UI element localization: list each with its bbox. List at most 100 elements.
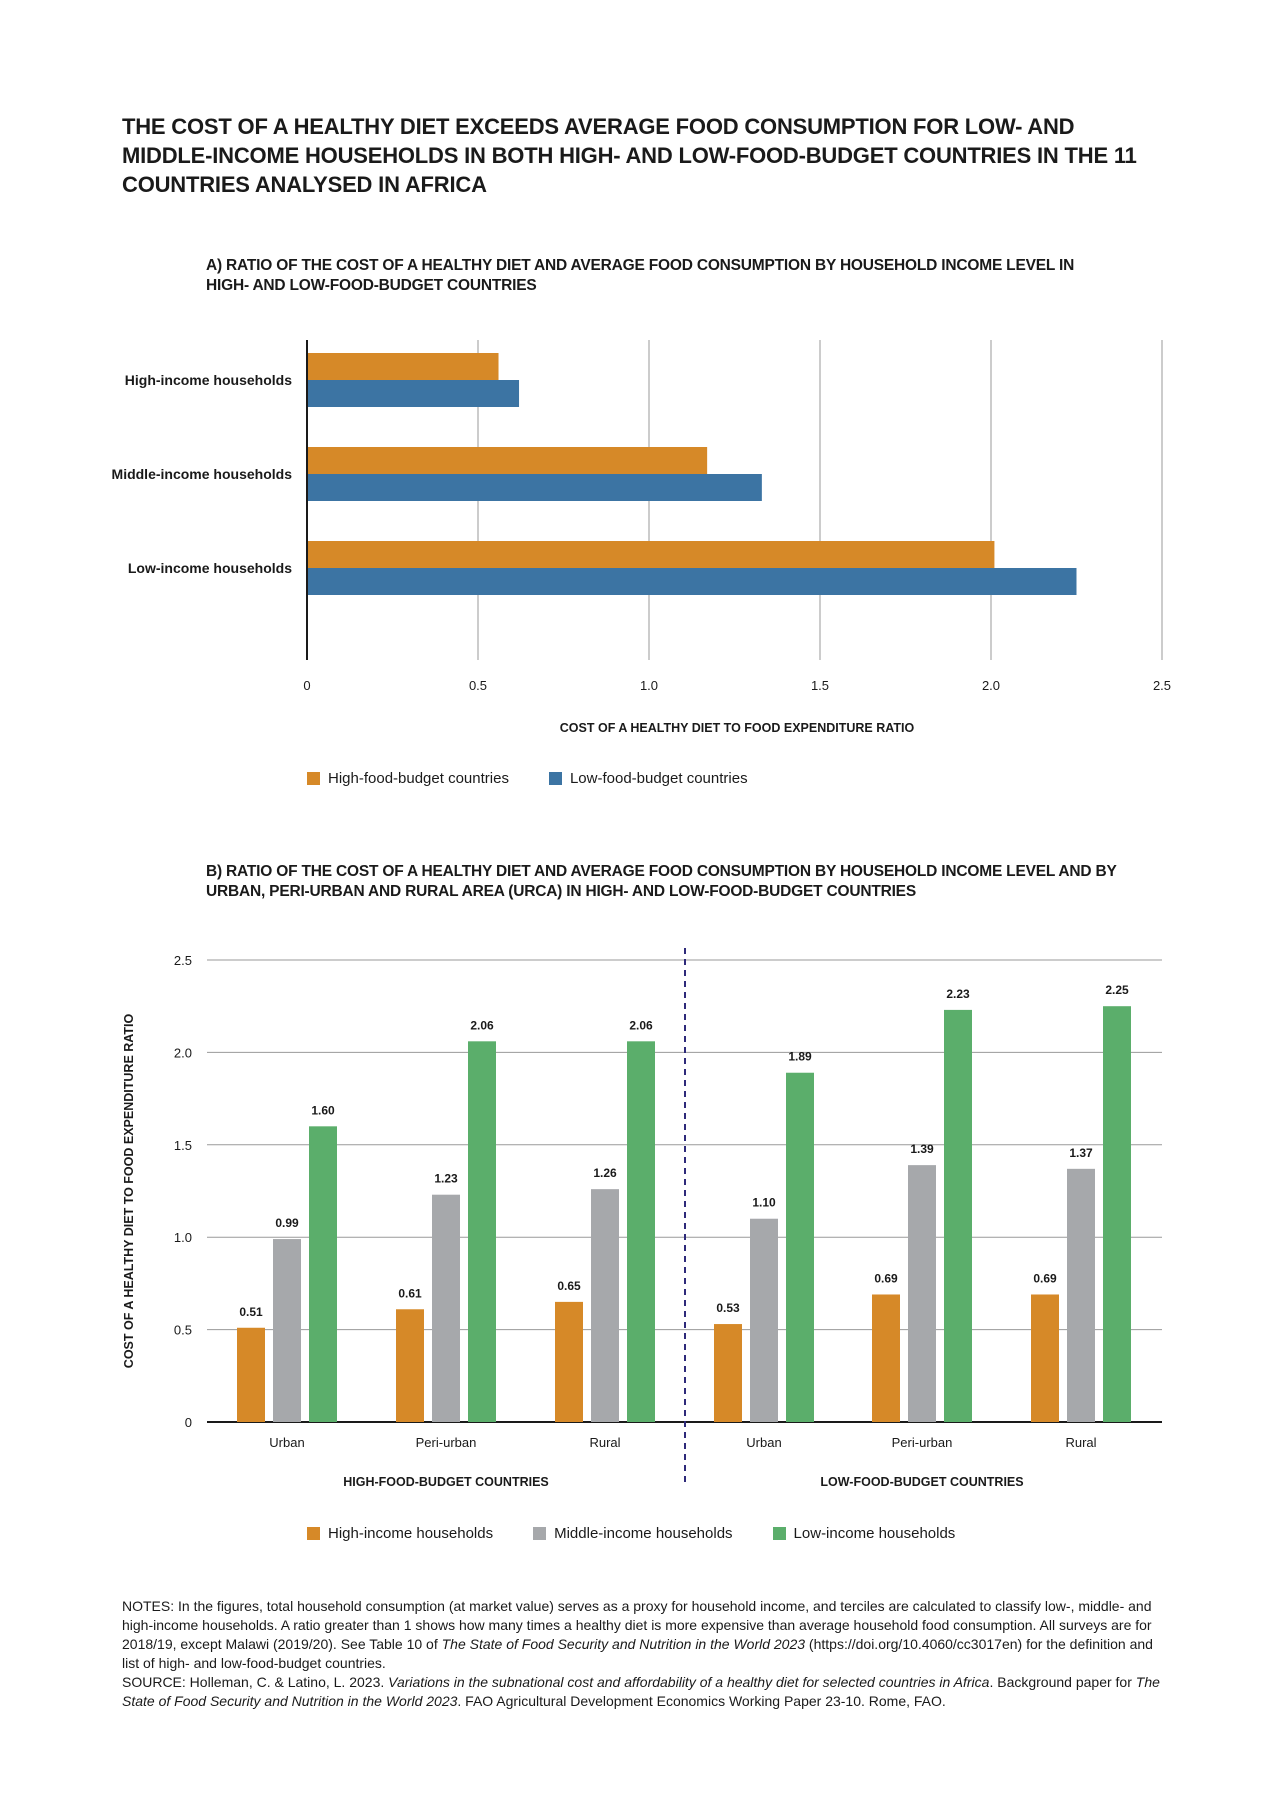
notes-paragraph: NOTES: In the figures, total household c…	[122, 1597, 1162, 1673]
x-tick-label: 1.5	[811, 678, 829, 693]
legend-label: High-food-budget countries	[328, 770, 509, 787]
bar	[555, 1301, 583, 1422]
data-label: 0.99	[275, 1216, 299, 1230]
source-label: SOURCE:	[122, 1674, 186, 1690]
legend-item-middle-income: Middle-income households	[533, 1525, 733, 1542]
y-tick-label: 2.5	[174, 953, 192, 968]
legend-swatch-grey	[533, 1527, 547, 1540]
legend-swatch-green	[772, 1527, 786, 1540]
y-tick-label: 1.0	[174, 1230, 192, 1245]
y-tick-label: 0	[185, 1415, 192, 1430]
group-label: HIGH-FOOD-BUDGET COUNTRIES	[343, 1475, 549, 1489]
x-axis-title: COST OF A HEALTHY DIET TO FOOD EXPENDITU…	[560, 721, 915, 735]
bar	[308, 474, 762, 501]
source-text: Holleman, C. & Latino, L. 2023.	[185, 1674, 389, 1690]
data-label: 1.89	[788, 1050, 812, 1064]
data-label: 0.61	[398, 1286, 422, 1300]
data-label: 0.51	[239, 1305, 263, 1319]
y-tick-label: 0.5	[174, 1323, 192, 1338]
bar	[468, 1041, 496, 1422]
data-label: 0.65	[557, 1279, 581, 1293]
chart-a-legend: High-food-budget countries Low-food-budg…	[307, 770, 788, 787]
x-tick-label: Peri-urban	[416, 1435, 477, 1450]
bar	[627, 1041, 655, 1422]
bar	[273, 1239, 301, 1422]
data-label: 1.26	[593, 1166, 617, 1180]
data-label: 0.69	[1033, 1271, 1057, 1285]
bar	[308, 447, 708, 474]
main-title: THE COST OF A HEALTHY DIET EXCEEDS AVERA…	[122, 114, 1137, 197]
category-label: Middle-income households	[112, 466, 293, 482]
chart-b-legend: High-income households Middle-income hou…	[307, 1525, 995, 1542]
legend-label: Middle-income households	[554, 1525, 733, 1542]
bar	[1103, 1006, 1131, 1422]
category-label: High-income households	[125, 372, 292, 388]
source-tail: . FAO Agricultural Development Economics…	[457, 1693, 946, 1709]
data-label: 0.69	[874, 1271, 898, 1285]
legend-label: Low-food-budget countries	[569, 770, 748, 787]
x-tick-label: Urban	[269, 1435, 304, 1450]
group-label: LOW-FOOD-BUDGET COUNTRIES	[820, 1475, 1023, 1489]
notes-text: In the figures, total household consumpt…	[122, 1598, 1152, 1652]
legend-label: Low-income households	[793, 1525, 956, 1542]
y-tick-label: 1.5	[174, 1138, 192, 1153]
x-tick-label: 0.5	[469, 678, 487, 693]
x-tick-label: 1.0	[640, 678, 658, 693]
data-label: 2.06	[629, 1018, 653, 1032]
x-tick-label: 0	[303, 678, 310, 693]
data-label: 1.10	[752, 1196, 776, 1210]
data-label: 2.06	[470, 1018, 494, 1032]
data-label: 1.39	[910, 1142, 934, 1156]
chart-b: 0 0.5 1.0 1.5 2.0 2.5 COST OF A HEALTHY DIET T…	[122, 948, 1162, 1489]
bar	[1031, 1294, 1059, 1422]
source-italic-title: Variations in the subnational cost and a…	[388, 1674, 990, 1690]
bar	[944, 1009, 972, 1422]
legend-swatch-orange	[307, 1527, 320, 1540]
notes-label: NOTES:	[122, 1598, 175, 1614]
x-tick-label: Peri-urban	[892, 1435, 953, 1450]
data-label: 1.23	[434, 1172, 458, 1186]
chart-a-title: A) RATIO OF THE COST OF A HEALTHY DIET A…	[206, 257, 1075, 294]
legend-label: High-income households	[328, 1525, 494, 1542]
source-paragraph: SOURCE: Holleman, C. & Latino, L. 2023. …	[122, 1673, 1162, 1711]
x-tick-label: 2.0	[982, 678, 1000, 693]
legend-item-low-income: Low-income households	[772, 1525, 956, 1542]
bar	[786, 1072, 814, 1422]
data-label: 1.60	[311, 1103, 335, 1117]
data-label: 1.37	[1069, 1146, 1093, 1160]
source-italic-report: The State of Food Security and Nutrition…	[122, 1674, 1160, 1709]
x-tick-label: Rural	[589, 1435, 620, 1450]
legend-swatch-orange	[307, 772, 320, 785]
chart-a: 0 0.5 1.0 1.5 2.0 2.5 High-income households Mi…	[112, 340, 1171, 735]
legend-item-high-food-budget: High-food-budget countries	[307, 770, 509, 787]
category-label: Low-income households	[128, 560, 292, 576]
y-axis-title: COST OF A HEALTHY DIET TO FOOD EXPENDITU…	[122, 1014, 136, 1369]
chart-b-title: B) RATIO OF THE COST OF A HEALTHY DIET A…	[206, 863, 1117, 900]
bar	[309, 1126, 337, 1422]
x-tick-label: Rural	[1065, 1435, 1096, 1450]
bar	[308, 380, 520, 407]
data-label: 0.53	[716, 1301, 740, 1315]
bar	[591, 1189, 619, 1422]
notes-italic: The State of Food Security and Nutrition…	[441, 1636, 806, 1652]
x-tick-label: Urban	[746, 1435, 781, 1450]
data-label: 2.23	[946, 987, 970, 1001]
bar	[237, 1327, 265, 1422]
source-mid: . Background paper for	[989, 1674, 1136, 1690]
legend-item-high-income: High-income households	[307, 1525, 493, 1542]
bar	[396, 1309, 424, 1422]
notes: NOTES: In the figures, total household c…	[122, 1597, 1162, 1711]
data-label: 2.25	[1105, 983, 1129, 997]
bar	[872, 1294, 900, 1422]
bar	[308, 568, 1077, 595]
bar	[432, 1194, 460, 1422]
bar	[308, 541, 995, 568]
legend-item-low-food-budget: Low-food-budget countries	[548, 770, 748, 787]
legend-swatch-blue	[548, 772, 562, 785]
y-tick-label: 2.0	[174, 1045, 192, 1060]
notes-tail: (https://doi.org/10.4060/cc3017en) for t…	[122, 1636, 1153, 1671]
bar	[750, 1218, 778, 1422]
bar	[714, 1324, 742, 1422]
x-tick-label: 2.5	[1153, 678, 1171, 693]
bar	[308, 353, 499, 380]
